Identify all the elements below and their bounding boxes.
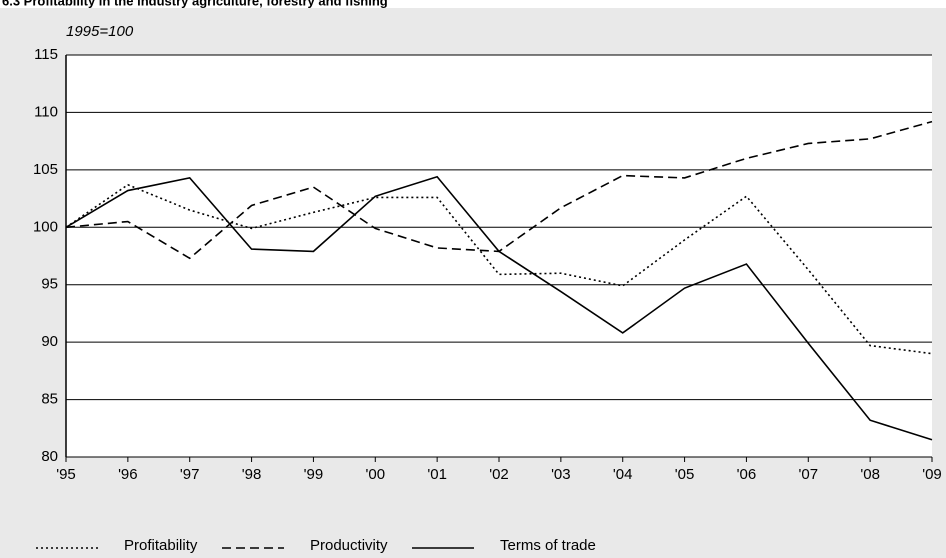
y-tick-label: 110 (34, 103, 58, 120)
x-tick-label: '06 (737, 466, 757, 483)
y-tick-label: 115 (34, 46, 58, 63)
x-tick-label: '08 (860, 466, 880, 483)
x-tick-label: '95 (56, 466, 76, 483)
x-tick-label: '96 (118, 466, 138, 483)
y-tick-label: 80 (41, 448, 58, 465)
series-line (65, 183, 933, 355)
legend-label: Productivity (310, 537, 388, 554)
legend-label: Profitability (124, 537, 198, 554)
y-tick-label: 95 (41, 276, 58, 293)
y-tick-label: 105 (33, 161, 58, 178)
plot-area (66, 55, 932, 457)
y-tick-label: 100 (33, 218, 58, 235)
x-tick-label: '03 (551, 466, 571, 483)
y-tick-label: 85 (41, 391, 58, 408)
x-tick-label: '98 (242, 466, 262, 483)
x-tick-label: '02 (489, 466, 509, 483)
x-tick-label: '01 (427, 466, 447, 483)
y-tick-label: 90 (41, 333, 58, 350)
x-tick-label: '05 (675, 466, 695, 483)
x-tick-label: '09 (922, 466, 942, 483)
series-line (65, 175, 933, 441)
chart-subtitle: 1995=100 (66, 23, 134, 40)
x-tick-label: '07 (799, 466, 819, 483)
x-tick-label: '00 (366, 466, 386, 483)
chart-title: 6.3 Profitability in the industry agricu… (2, 0, 388, 8)
x-tick-label: '04 (613, 466, 633, 483)
legend-label: Terms of trade (500, 537, 596, 554)
x-tick-label: '97 (180, 466, 200, 483)
x-tick-label: '99 (304, 466, 324, 483)
